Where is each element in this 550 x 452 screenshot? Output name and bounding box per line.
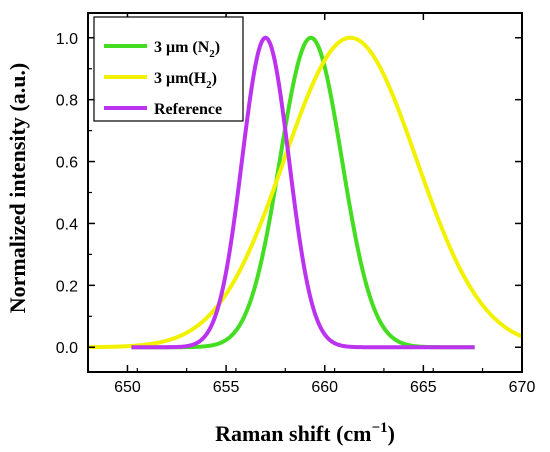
y-tick-label: 0.2 — [56, 278, 78, 295]
legend-label-2: Reference — [154, 101, 222, 118]
y-tick-label: 1.0 — [56, 31, 78, 48]
series-layer — [87, 35, 523, 350]
x-axis-label-text: Raman shift (cm — [215, 421, 371, 446]
x-tick-label: 660 — [311, 379, 338, 396]
legend-label-0: 3 μm (N2) — [154, 39, 220, 60]
ticks-layer: 650 655 660 665 670 0.0 0.2 0.4 0.6 0.8 1.0 — [56, 13, 536, 396]
series-line-1 — [87, 35, 523, 350]
y-tick-label: 0.8 — [56, 93, 78, 110]
legend-label-tail: ) — [215, 39, 220, 56]
legend-box — [93, 16, 244, 122]
y-tick-label: 0.4 — [56, 216, 78, 233]
legend-label-text: 3 μm (N — [154, 39, 210, 56]
y-tick-label: 0.0 — [56, 340, 78, 357]
legend-label-subscript: 2 — [206, 79, 212, 91]
series-line-2 — [130, 35, 476, 350]
x-tick-label: 670 — [509, 379, 536, 396]
legend-label-text: 3 μm(H — [154, 70, 207, 87]
legend: 3 μm (N2)3 μm(H2)Reference — [93, 16, 244, 122]
legend-label-subscript: 2 — [209, 48, 215, 60]
y-tick-label: 0.6 — [56, 155, 78, 172]
legend-label-tail: ) — [212, 70, 217, 87]
x-tick-label: 655 — [213, 379, 240, 396]
y-axis-label: Normalized intensity (a.u.) — [5, 63, 30, 314]
x-axis-label-close: ) — [388, 421, 395, 446]
x-axis-label-superscript: −1 — [372, 420, 388, 436]
x-tick-label: 650 — [114, 379, 141, 396]
x-tick-label: 665 — [410, 379, 437, 396]
legend-label-1: 3 μm(H2) — [154, 70, 217, 91]
x-axis-label: Raman shift (cm−1) — [215, 420, 395, 446]
legend-label-text: Reference — [154, 101, 222, 118]
